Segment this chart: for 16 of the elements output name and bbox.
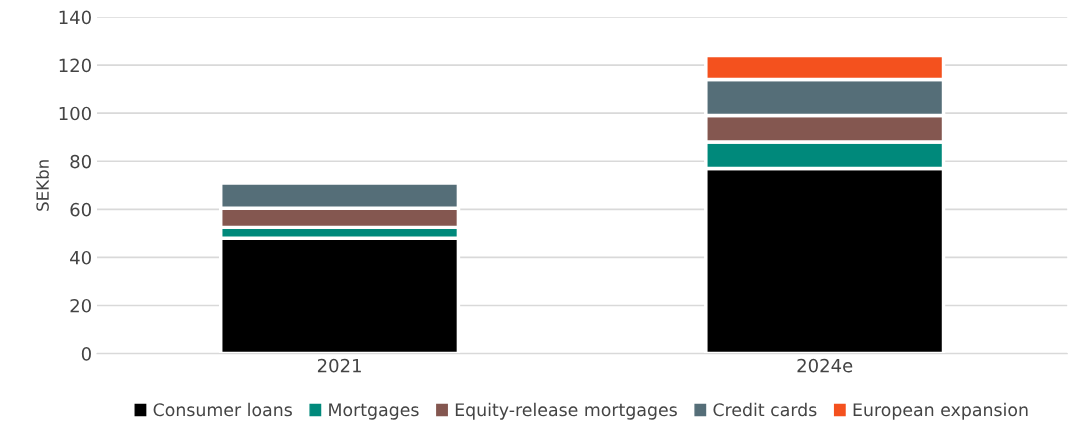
y-tick-label: 140 [59,10,91,25]
legend-label: Consumer loans [153,402,292,417]
y-tick-label: 80 [70,154,91,169]
legend-label: Equity-release mortgages [455,402,677,420]
legend-label: European expansion [853,402,1028,420]
y-tick-label: 0 [81,347,91,361]
x-tick-label: 2024e [797,358,853,373]
y-tick-label: 20 [70,298,91,313]
x-tick-label: 2021 [317,358,361,373]
y-tick-label: 100 [59,106,91,121]
y-tick-label: 40 [70,250,91,265]
legend-label: Credit cards [713,402,817,417]
y-axis-title: SEKbn [36,160,49,211]
y-tick-label: 60 [70,202,91,217]
y-tick-label: 120 [59,58,91,73]
legend-label: Mortgages [329,403,419,420]
